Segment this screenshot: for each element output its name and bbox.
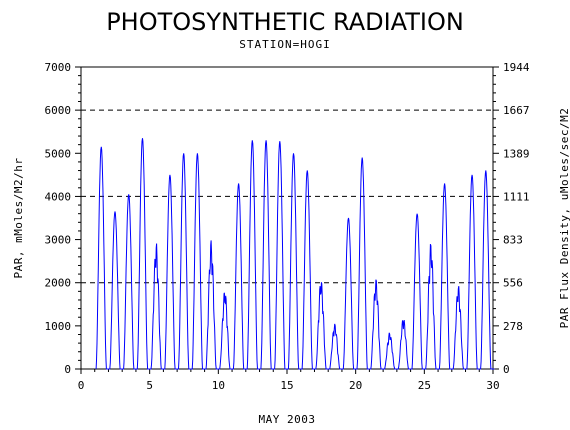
x-axis-label: MAY 2003 [259,413,316,426]
x-tick-label: 0 [78,379,85,392]
y2-tick-label: 0 [503,363,510,376]
y-tick-label: 4000 [45,190,72,203]
y2-tick-label: 1389 [503,147,530,160]
chart-subtitle: STATION=HOGI [239,38,330,51]
x-tick-label: 25 [418,379,431,392]
y-tick-label: 2000 [45,277,72,290]
x-tick-label: 15 [280,379,293,392]
x-tick-label: 30 [486,379,499,392]
chart-title: PHOTOSYNTHETIC RADIATION [106,8,464,36]
grid-lines [81,109,493,284]
y2-tick-label: 1667 [503,104,530,117]
y-tick-label: 1000 [45,320,72,333]
axes: 0 5 10 15 20 25 30 0 1000 2000 3000 4000 5000 6000 700… [45,61,530,392]
plot-frame [80,66,494,370]
y-tick-label: 3000 [45,234,72,247]
x-tick-label: 20 [349,379,362,392]
y2-axis-label: PAR Flux Density, uMoles/sec/M2 [558,108,570,329]
y2-tick-label: 278 [503,320,523,333]
y2-tick-label: 1944 [503,61,530,74]
x-tick-label: 5 [146,379,153,392]
y-tick-label: 7000 [45,61,72,74]
y-axis-label: PAR, mMoles/M2/hr [12,157,25,278]
y2-tick-label: 1111 [503,190,530,203]
y2-tick-label: 833 [503,234,523,247]
series-layer [95,138,495,370]
y-tick-label: 6000 [45,104,72,117]
y-tick-label: 5000 [45,147,72,160]
x-tick-label: 10 [212,379,225,392]
y2-tick-label: 556 [503,277,523,290]
par-series-line [95,138,495,370]
y-tick-label: 0 [64,363,71,376]
